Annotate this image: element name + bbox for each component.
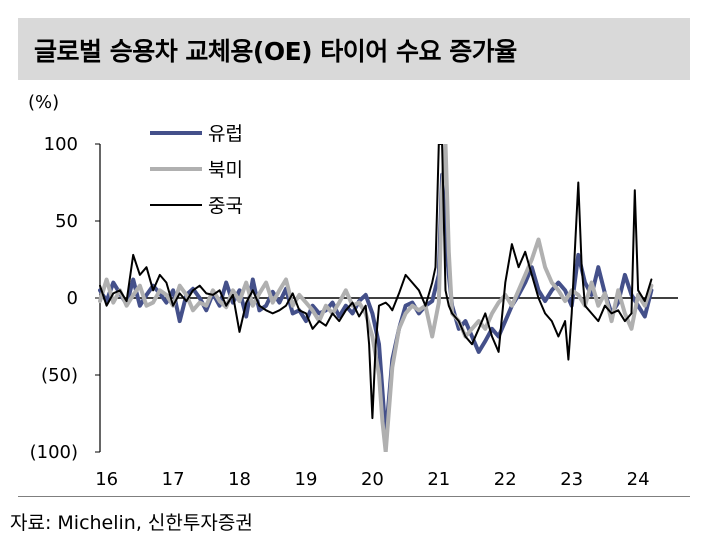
legend-label-1: 북미 bbox=[208, 159, 243, 181]
x-tick-label: 17 bbox=[162, 469, 185, 490]
legend-label-0: 유럽 bbox=[208, 123, 243, 145]
legend-label-2: 중국 bbox=[208, 195, 243, 217]
series-line-0 bbox=[98, 172, 654, 439]
y-tick-label: (50) bbox=[41, 365, 78, 386]
series-line-1 bbox=[98, 144, 654, 452]
series-line-2 bbox=[99, 144, 653, 420]
x-tick-label: 21 bbox=[427, 469, 450, 490]
x-tick-label: 18 bbox=[228, 469, 251, 490]
chart-title: 글로벌 승용차 교체용(OE) 타이어 수요 증가율 bbox=[34, 37, 517, 66]
y-tick-label: 50 bbox=[55, 211, 78, 232]
source-divider bbox=[18, 496, 690, 497]
x-tick-label: 24 bbox=[627, 469, 650, 490]
x-tick-label: 22 bbox=[494, 469, 517, 490]
x-tick-label: 23 bbox=[560, 469, 583, 490]
x-tick-label: 19 bbox=[295, 469, 318, 490]
x-tick-label: 16 bbox=[95, 469, 118, 490]
title-bar: 글로벌 승용차 교체용(OE) 타이어 수요 증가율 bbox=[18, 18, 690, 80]
y-tick-label: 0 bbox=[67, 288, 78, 309]
y-tick-label: (100) bbox=[30, 442, 78, 463]
series-group bbox=[98, 144, 654, 452]
source-note: 자료: Michelin, 신한투자증권 bbox=[10, 512, 253, 534]
y-tick-label: 100 bbox=[44, 134, 78, 155]
y-unit-label: (%) bbox=[28, 92, 60, 113]
x-tick-label: 20 bbox=[361, 469, 384, 490]
